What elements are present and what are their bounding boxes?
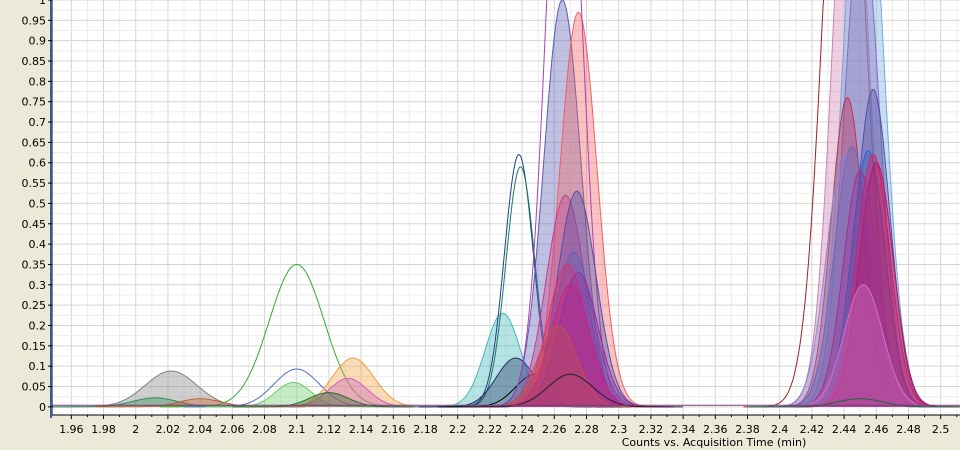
y-tick-label: 0.4 [29, 238, 47, 251]
series-area-5 [204, 382, 382, 407]
x-tick-label: 2.42 [800, 423, 825, 436]
x-tick-label: 2.34 [671, 423, 696, 436]
x-tick-label: 2.08 [252, 423, 277, 436]
y-axis-ticks: 0 0.05 0.1 0.15 0.2 0.25 0.3 0.35 0.4 0.45 0.5 0.55… [22, 0, 52, 414]
series-area-21 [473, 284, 667, 407]
x-tick-label: 2.48 [896, 423, 921, 436]
series-area-37 [766, 284, 960, 407]
x-tick-label: 2.44 [832, 423, 857, 436]
y-tick-label: 0.9 [29, 35, 47, 48]
series-area-6 [248, 358, 458, 407]
y-tick-label: 0.6 [29, 157, 47, 170]
series-area-27 [766, 0, 960, 407]
x-tick-label: 2.38 [735, 423, 760, 436]
series-area-19 [477, 252, 671, 407]
y-tick-label: 0 [39, 401, 46, 414]
x-tick-label: 2.16 [381, 423, 406, 436]
series-area-15 [485, 12, 671, 407]
series-area-1 [52, 397, 268, 407]
series-area-22 [481, 272, 675, 407]
x-tick-label: 1.98 [91, 423, 116, 436]
y-tick-label: 0.85 [22, 55, 47, 68]
series-area-32 [763, 146, 941, 407]
series-area-35 [791, 162, 960, 407]
series-line-35 [791, 162, 960, 408]
series-area-9 [414, 313, 592, 407]
series-area-34 [788, 154, 958, 407]
x-tick-label: 2.28 [574, 423, 599, 436]
series-area-12 [419, 358, 613, 407]
x-tick-label: 2.24 [510, 423, 535, 436]
y-tick-label: 0.15 [22, 340, 47, 353]
series-area-8 [232, 392, 426, 407]
y-tick-label: 0.8 [29, 75, 47, 88]
x-tick-label: 2.36 [703, 423, 728, 436]
series-line-38 [747, 398, 960, 408]
y-tick-label: 0.25 [22, 299, 47, 312]
x-tick-label: 1.96 [59, 423, 84, 436]
series-area-29 [766, 97, 928, 407]
series-area-7 [251, 378, 445, 407]
x-tick-label: 2.32 [639, 423, 664, 436]
x-tick-label: 2.46 [864, 423, 889, 436]
x-tick-label: 2.02 [156, 423, 181, 436]
x-axis-ticks: 1.96 1.98 2 2.02 2.04 2.06 2.08 2.1 2.12 2.14 2.16… [59, 415, 958, 436]
y-tick-label: 0.45 [22, 218, 47, 231]
series-line-26 [762, 0, 940, 408]
series-area-36 [775, 170, 945, 407]
series-area-14 [469, 0, 655, 407]
series-area-18 [480, 191, 674, 407]
x-tick-label: 2.3 [610, 423, 628, 436]
y-tick-label: 0.7 [29, 116, 47, 129]
series-layer [52, 0, 960, 408]
series-area-30 [788, 89, 958, 407]
y-tick-label: 0.65 [22, 136, 47, 149]
x-axis-title: Counts vs. Acquisition Time (min) [622, 436, 807, 449]
y-tick-label: 0.75 [22, 96, 47, 109]
x-tick-label: 2.26 [542, 423, 567, 436]
y-tick-label: 0.1 [29, 360, 47, 373]
x-tick-label: 2.22 [478, 423, 503, 436]
series-area-23 [460, 325, 655, 407]
series-area-31 [755, 154, 933, 407]
series-area-33 [783, 150, 953, 407]
series-line-8 [232, 392, 426, 408]
y-tick-label: 0.3 [29, 279, 47, 292]
x-tick-label: 2.18 [413, 423, 438, 436]
y-tick-label: 0.05 [22, 381, 47, 394]
x-tick-label: 2.12 [317, 423, 342, 436]
x-tick-label: 2.04 [188, 423, 213, 436]
x-tick-label: 2.1 [288, 423, 306, 436]
y-tick-label: 0.35 [22, 258, 47, 271]
y-axis-edge [50, 0, 52, 418]
series-area-2 [95, 398, 305, 407]
x-tick-label: 2.14 [349, 423, 374, 436]
y-tick-label: 0.2 [29, 319, 47, 332]
series-line-24 [457, 373, 684, 408]
y-tick-label: 0.5 [29, 197, 47, 210]
y-tick-label: 0.55 [22, 177, 47, 190]
series-area-0 [52, 371, 300, 407]
x-tick-label: 2.5 [932, 423, 950, 436]
x-tick-label: 2.06 [220, 423, 245, 436]
x-tick-label: 2.2 [449, 423, 467, 436]
grid-lines [52, 0, 960, 415]
y-tick-label: 1 [39, 0, 46, 7]
y-tick-label: 0.95 [22, 14, 47, 27]
x-tick-label: 2 [132, 423, 139, 436]
x-tick-label: 2.4 [771, 423, 789, 436]
